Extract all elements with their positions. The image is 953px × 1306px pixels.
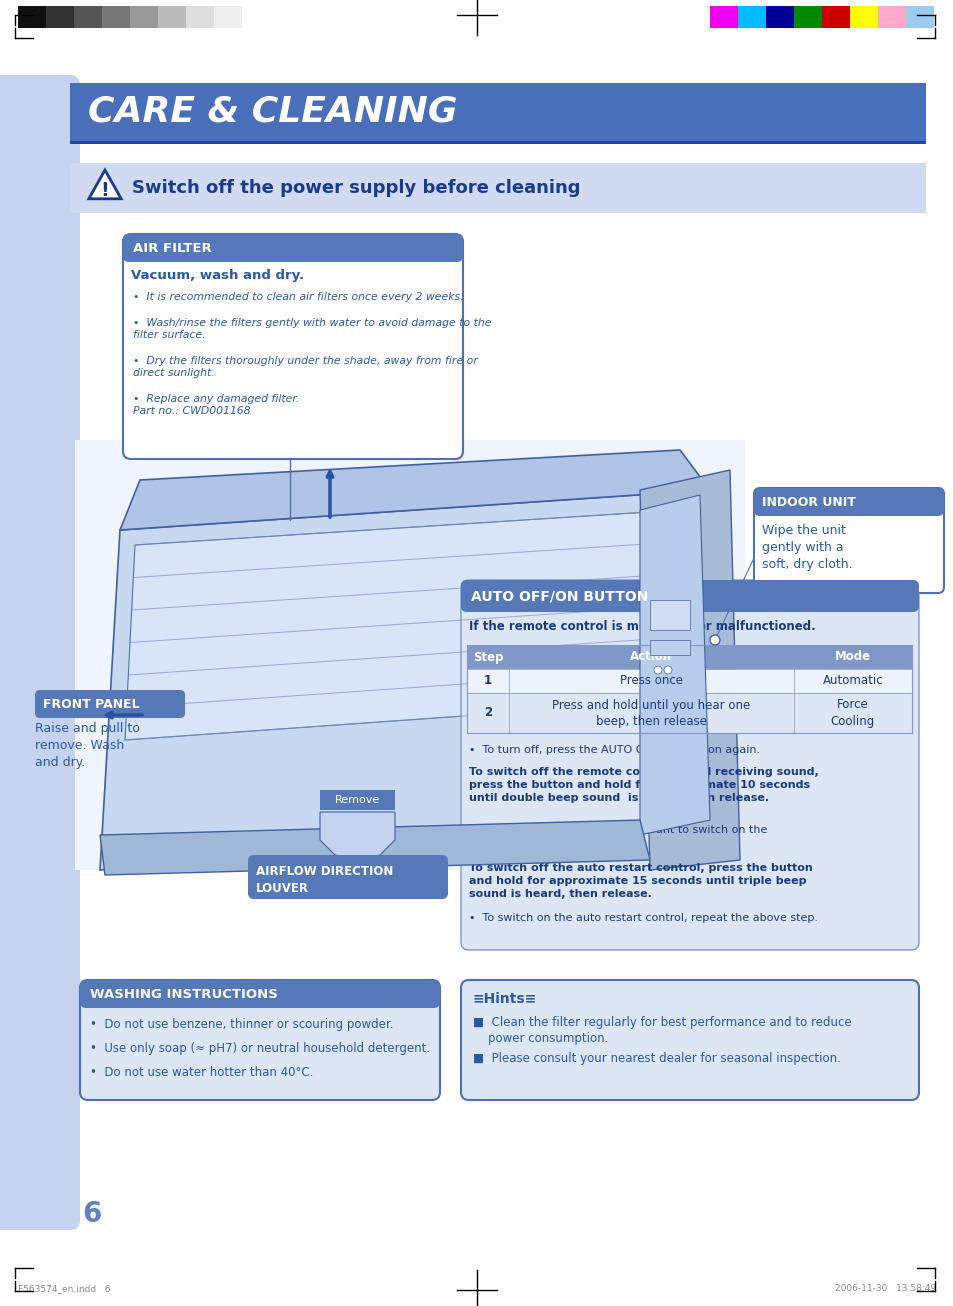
- Text: •  Repeat the above step if you want to switch on the
   signal receiving sound.: • Repeat the above step if you want to s…: [469, 825, 766, 848]
- Text: AIRFLOW DIRECTION: AIRFLOW DIRECTION: [255, 865, 393, 878]
- Bar: [158, 7, 186, 27]
- Bar: [0, 74, 70, 1230]
- Text: AUTO OFF/ON BUTTON: AUTO OFF/ON BUTTON: [471, 589, 648, 603]
- Text: WASHING INSTRUCTIONS: WASHING INSTRUCTIONS: [90, 987, 277, 1000]
- Polygon shape: [100, 820, 649, 875]
- Bar: [849, 7, 877, 27]
- Text: INDOOR UNIT: INDOOR UNIT: [761, 495, 855, 508]
- Bar: [765, 7, 793, 27]
- Text: FRONT PANEL: FRONT PANEL: [43, 697, 139, 710]
- Polygon shape: [639, 470, 740, 870]
- Bar: [877, 7, 905, 27]
- Text: •  To switch on the auto restart control, repeat the above step.: • To switch on the auto restart control,…: [469, 913, 817, 923]
- Bar: [130, 7, 158, 27]
- Polygon shape: [100, 490, 729, 870]
- Text: To switch off the remote control signal receiving sound,
press the button and ho: To switch off the remote control signal …: [469, 767, 818, 803]
- Bar: [319, 790, 395, 810]
- Text: Press once: Press once: [619, 674, 682, 687]
- Text: 1: 1: [483, 674, 492, 687]
- FancyBboxPatch shape: [460, 580, 918, 613]
- Bar: [467, 645, 911, 669]
- Bar: [186, 7, 213, 27]
- Text: •  Use only soap (≈ pH7) or neutral household detergent.: • Use only soap (≈ pH7) or neutral house…: [90, 1042, 430, 1055]
- Bar: [242, 7, 270, 27]
- Bar: [905, 7, 933, 27]
- FancyBboxPatch shape: [460, 580, 918, 949]
- Text: •  Do not use water hotter than 40°C.: • Do not use water hotter than 40°C.: [90, 1066, 313, 1079]
- Polygon shape: [120, 451, 709, 530]
- Circle shape: [709, 635, 720, 645]
- FancyBboxPatch shape: [460, 980, 918, 1100]
- Text: •  It is recommended to clean air filters once every 2 weeks.: • It is recommended to clean air filters…: [132, 293, 463, 302]
- FancyBboxPatch shape: [80, 980, 439, 1008]
- Bar: [467, 669, 911, 693]
- Bar: [649, 640, 689, 656]
- Bar: [70, 84, 925, 141]
- Text: 2: 2: [483, 707, 492, 720]
- Text: Wipe the unit
gently with a
soft, dry cloth.: Wipe the unit gently with a soft, dry cl…: [761, 524, 852, 571]
- Bar: [70, 163, 925, 213]
- Text: •  Wash/rinse the filters gently with water to avoid damage to the
filter surfac: • Wash/rinse the filters gently with wat…: [132, 317, 491, 341]
- Bar: [70, 141, 925, 144]
- Text: •  To turn off, press the AUTO OFF/ ON button again.: • To turn off, press the AUTO OFF/ ON bu…: [469, 744, 760, 755]
- Bar: [709, 7, 738, 27]
- Bar: [75, 440, 744, 870]
- Text: Action: Action: [630, 650, 672, 663]
- Text: Raise and pull to
remove. Wash
and dry.: Raise and pull to remove. Wash and dry.: [35, 722, 140, 769]
- Polygon shape: [89, 170, 121, 199]
- Text: Remove: Remove: [335, 795, 379, 804]
- Text: ■  Clean the filter regularly for best performance and to reduce
    power consu: ■ Clean the filter regularly for best pe…: [473, 1016, 851, 1045]
- Bar: [821, 7, 849, 27]
- Text: •  Do not use benzene, thinner or scouring powder.: • Do not use benzene, thinner or scourin…: [90, 1017, 393, 1030]
- Text: ■  Please consult your nearest dealer for seasonal inspection.: ■ Please consult your nearest dealer for…: [473, 1053, 840, 1064]
- Bar: [793, 7, 821, 27]
- FancyBboxPatch shape: [753, 488, 943, 516]
- Text: ≡Hints≡: ≡Hints≡: [473, 993, 537, 1006]
- FancyBboxPatch shape: [753, 488, 943, 593]
- Bar: [467, 693, 911, 733]
- Bar: [46, 7, 74, 27]
- Text: Step: Step: [473, 650, 503, 663]
- Text: Vacuum, wash and dry.: Vacuum, wash and dry.: [131, 269, 304, 282]
- Text: Mode: Mode: [834, 650, 870, 663]
- FancyBboxPatch shape: [248, 855, 448, 899]
- Bar: [18, 7, 46, 27]
- Text: •  Replace any damaged filter.
Part no.: CWD001168: • Replace any damaged filter. Part no.: …: [132, 394, 299, 417]
- FancyBboxPatch shape: [80, 980, 439, 1100]
- Text: AIR FILTER: AIR FILTER: [132, 242, 212, 255]
- Polygon shape: [125, 511, 689, 741]
- Text: Force
Cooling: Force Cooling: [830, 699, 874, 727]
- Text: !: !: [100, 182, 110, 201]
- Text: CARE & CLEANING: CARE & CLEANING: [88, 95, 457, 129]
- Bar: [738, 7, 765, 27]
- Text: •  Dry the filters thoroughly under the shade, away from fire or
direct sunlight: • Dry the filters thoroughly under the s…: [132, 357, 477, 379]
- Bar: [213, 7, 242, 27]
- Circle shape: [663, 666, 671, 674]
- Text: F563574_en.indd   6: F563574_en.indd 6: [18, 1284, 111, 1293]
- Polygon shape: [639, 495, 709, 835]
- Text: If the remote control is misplaced or malfunctioned.: If the remote control is misplaced or ma…: [469, 620, 815, 633]
- Bar: [467, 645, 911, 733]
- Text: Switch off the power supply before cleaning: Switch off the power supply before clean…: [132, 179, 579, 197]
- FancyBboxPatch shape: [123, 234, 462, 458]
- FancyBboxPatch shape: [0, 74, 80, 1230]
- Text: To switch off the auto restart control, press the button
and hold for approximat: To switch off the auto restart control, …: [469, 863, 812, 900]
- Text: LOUVER: LOUVER: [255, 882, 309, 895]
- Text: 6: 6: [82, 1200, 101, 1228]
- Circle shape: [654, 666, 661, 674]
- Polygon shape: [319, 812, 395, 859]
- FancyBboxPatch shape: [123, 234, 462, 263]
- Text: Press and hold until you hear one
beep, then release: Press and hold until you hear one beep, …: [552, 699, 750, 727]
- FancyBboxPatch shape: [35, 690, 185, 718]
- Text: 2006-11-30   13:58:49: 2006-11-30 13:58:49: [834, 1284, 935, 1293]
- Bar: [649, 599, 689, 629]
- Bar: [102, 7, 130, 27]
- Text: Automatic: Automatic: [821, 674, 882, 687]
- Bar: [74, 7, 102, 27]
